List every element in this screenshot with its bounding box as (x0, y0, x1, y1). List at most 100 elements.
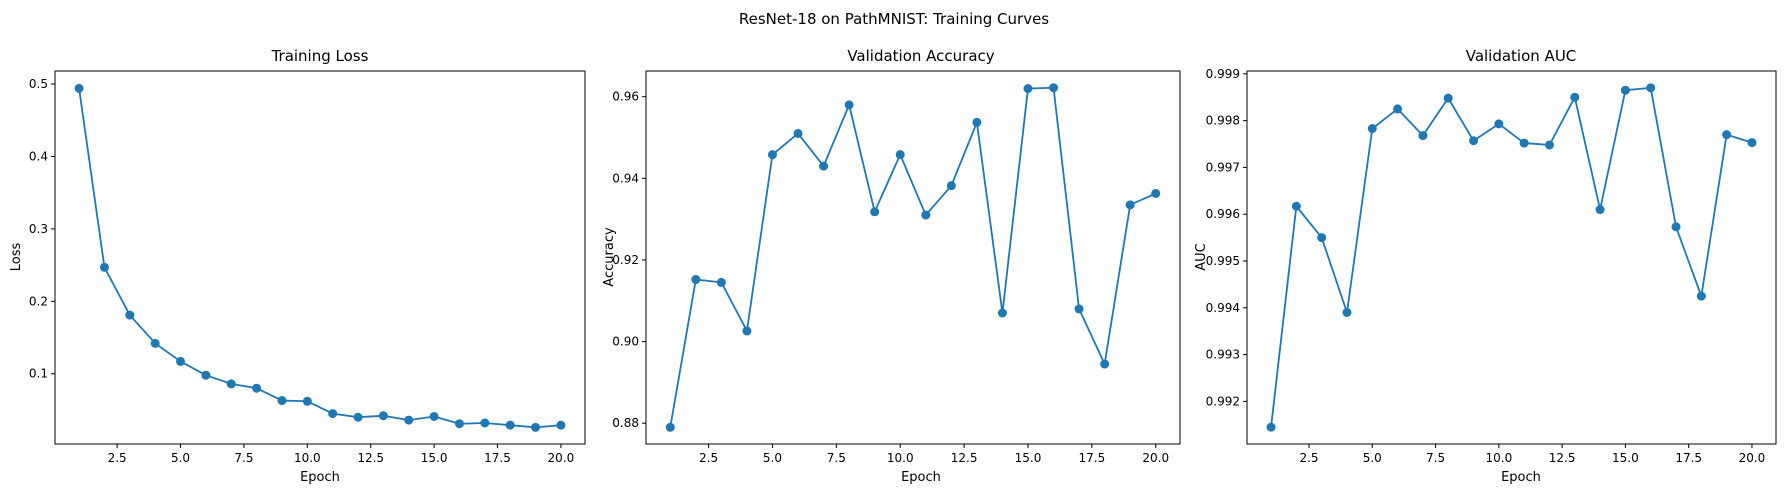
data-point (1291, 201, 1301, 211)
y-tick-label: 0.995 (1206, 254, 1240, 268)
x-tick-label: 7.5 (827, 451, 846, 465)
validation-accuracy-panel: Validation Accuracy Epoch Accuracy 2.5 5.… (602, 47, 1181, 485)
data-point (921, 210, 931, 220)
data-point (277, 396, 287, 406)
panel-title: Validation Accuracy (847, 47, 994, 65)
data-point (125, 310, 135, 320)
data-point (1443, 93, 1453, 103)
axes-frame (645, 70, 1181, 445)
data-point (328, 409, 338, 419)
y-tick-label: 0.998 (1206, 114, 1240, 128)
y-axis-label: AUC (1194, 243, 1209, 271)
x-tick-label: 12.5 (357, 451, 384, 465)
x-tick-label: 5.0 (763, 451, 782, 465)
x-tick-label: 20.0 (1142, 451, 1169, 465)
data-point (1418, 131, 1428, 141)
data-point (972, 117, 982, 127)
data-point (844, 100, 854, 110)
y-tick-label: 0.993 (1206, 348, 1240, 362)
y-tick-label: 0.90 (612, 335, 639, 349)
x-axis-label: Epoch (1501, 470, 1541, 485)
series-line (669, 86, 1157, 428)
data-point (793, 128, 803, 138)
data-point (353, 412, 363, 422)
y-tick-label: 0.997 (1206, 160, 1240, 174)
x-tick-label: 10.0 (294, 451, 321, 465)
x-tick-label: 7.5 (1426, 451, 1445, 465)
y-tick-label: 0.2 (29, 294, 48, 308)
data-point (1494, 119, 1504, 129)
series-line (1270, 86, 1753, 428)
data-point (767, 150, 777, 160)
y-tick-label: 0.996 (1206, 207, 1240, 221)
data-point (176, 356, 186, 366)
data-point (1023, 84, 1033, 94)
data-point (1151, 188, 1161, 198)
data-point (1125, 200, 1135, 210)
axes-frame (54, 70, 586, 445)
data-point (1049, 83, 1059, 93)
data-point (74, 83, 84, 93)
data-point (1747, 138, 1757, 148)
data-point (1570, 92, 1580, 102)
data-point (1342, 307, 1352, 317)
data-point (1671, 222, 1681, 232)
data-point (1074, 304, 1084, 314)
data-point (1519, 138, 1529, 148)
data-point (716, 277, 726, 287)
data-point (556, 420, 566, 430)
data-point (1722, 130, 1732, 140)
x-tick-label: 17.5 (1078, 451, 1105, 465)
y-axis-label: Loss (9, 243, 24, 272)
data-point (1620, 85, 1630, 95)
validation-auc-panel: Validation AUC Epoch AUC 2.5 5.0 7.5 10.0 12… (1194, 47, 1777, 485)
data-point (454, 419, 464, 429)
data-point (1469, 136, 1479, 146)
data-point (1266, 422, 1276, 432)
x-tick-label: 5.0 (1363, 451, 1382, 465)
x-tick-label: 15.0 (1612, 451, 1639, 465)
x-axis-label: Epoch (901, 470, 941, 485)
x-tick-label: 2.5 (1299, 451, 1318, 465)
y-tick-label: 0.4 (29, 149, 48, 163)
x-tick-label: 20.0 (548, 451, 575, 465)
data-point (429, 411, 439, 421)
data-point (302, 396, 312, 406)
data-point (480, 418, 490, 428)
x-tick-label: 15.0 (421, 451, 448, 465)
data-point (505, 420, 515, 430)
x-tick-label: 12.5 (1549, 451, 1576, 465)
data-point (1696, 291, 1706, 301)
y-tick-label: 0.994 (1206, 301, 1240, 315)
data-point (665, 422, 675, 432)
y-tick-label: 0.1 (29, 367, 48, 381)
series-line (78, 88, 561, 429)
y-tick-label: 0.3 (29, 222, 48, 236)
data-point (1544, 140, 1554, 150)
data-point (226, 379, 236, 389)
data-point (1100, 359, 1110, 369)
x-tick-label: 10.0 (1485, 451, 1512, 465)
y-tick-label: 0.88 (612, 416, 639, 430)
x-tick-label: 20.0 (1739, 451, 1766, 465)
x-tick-label: 2.5 (108, 451, 127, 465)
data-point (819, 161, 829, 171)
data-point (895, 150, 905, 160)
data-point (378, 411, 388, 421)
data-point (201, 370, 211, 380)
y-tick-label: 0.5 (29, 77, 48, 91)
data-point (1317, 233, 1327, 243)
panel-title: Training Loss (271, 47, 369, 65)
data-point (691, 275, 701, 285)
x-axis-label: Epoch (300, 470, 340, 485)
x-tick-label: 15.0 (1015, 451, 1042, 465)
x-tick-label: 2.5 (699, 451, 718, 465)
data-point (404, 415, 414, 425)
data-point (99, 262, 109, 272)
panel-title: Validation AUC (1466, 47, 1577, 65)
y-tick-label: 0.92 (612, 253, 639, 267)
y-tick-label: 0.94 (612, 171, 639, 185)
axes-frame (1246, 70, 1777, 445)
data-point (742, 326, 752, 336)
